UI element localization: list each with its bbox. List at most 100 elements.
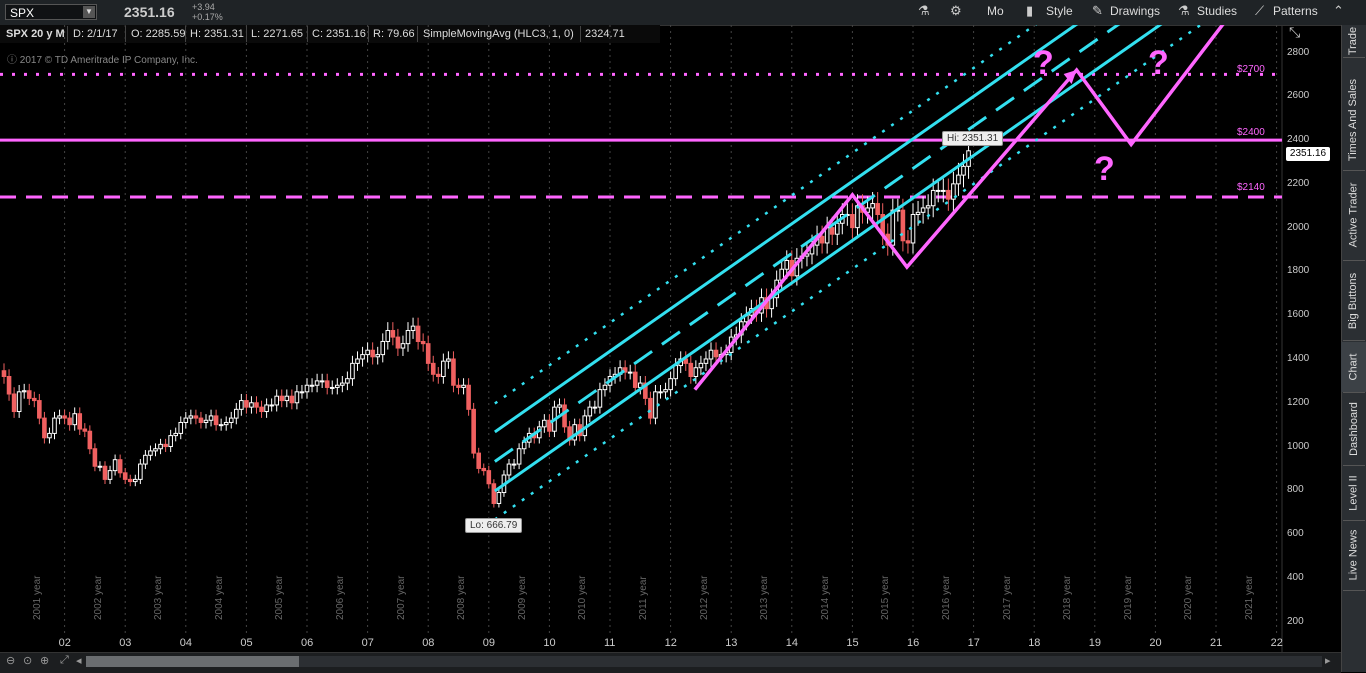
x-tick-label: 19	[1088, 637, 1102, 649]
candle-body	[648, 397, 653, 419]
y-tick-label: 800	[1287, 484, 1304, 496]
candle-body	[6, 375, 12, 395]
candle-body	[370, 349, 375, 358]
high-marker: Hi: 2351.31	[942, 131, 1004, 146]
y-tick-label: 1600	[1287, 309, 1310, 321]
x-tick-label: 21	[1210, 637, 1223, 649]
candle-body	[26, 390, 32, 399]
candle-body	[11, 393, 17, 413]
candle-body	[259, 406, 264, 413]
scroll-right-icon[interactable]: ▸	[1325, 655, 1331, 667]
year-label: 2010 year	[577, 575, 589, 620]
candle-body	[425, 343, 431, 364]
side-tab-live-news[interactable]: Live News	[1341, 520, 1366, 590]
question-mark-2: ?	[1094, 150, 1115, 188]
candle-body	[355, 358, 360, 364]
side-tab-dashboard[interactable]: Dashboard	[1341, 392, 1366, 465]
side-tab-label: Dashboard	[1347, 401, 1360, 456]
bar-close: C: 2351.16	[312, 28, 366, 40]
style-button[interactable]: Style	[1046, 4, 1073, 18]
candle-body	[905, 240, 911, 244]
quote-info-bar: SPX 20 y M D: 2/1/17 O: 2285.59 H: 2351.…	[0, 25, 660, 43]
year-label: 2007 year	[395, 575, 407, 620]
side-tab-level-ii[interactable]: Level II	[1341, 465, 1366, 520]
side-tab-big-buttons[interactable]: Big Buttons	[1341, 262, 1366, 340]
bar-range: R: 79.66	[373, 28, 415, 40]
candle-body	[415, 325, 421, 342]
chevron-down-icon[interactable]: ▼	[83, 6, 95, 18]
candle-body	[47, 432, 52, 439]
candle-body	[890, 209, 896, 246]
zoom-out-icon[interactable]: ⊖	[6, 655, 16, 667]
side-tab-trade[interactable]: Trade	[1341, 25, 1366, 57]
side-tab-label: Big Buttons	[1347, 272, 1360, 330]
expand-icon[interactable]: ⤢	[60, 654, 69, 666]
scroll-left-icon[interactable]: ◂	[76, 655, 82, 667]
bar-date: D: 2/1/17	[73, 28, 118, 40]
bar-low: L: 2271.65	[251, 28, 303, 40]
side-tab-times-and-sales[interactable]: Times And Sales	[1341, 70, 1366, 170]
symbol-input[interactable]: SPX ▼	[5, 4, 97, 20]
candle-body	[410, 325, 416, 332]
candle-body	[430, 362, 436, 375]
candle-body	[946, 189, 951, 200]
x-tick-label: 10	[543, 637, 556, 649]
net-change: +3.94	[192, 2, 215, 12]
candle-body	[294, 391, 300, 404]
side-tab-chart[interactable]: Chart	[1341, 342, 1366, 392]
candle-body	[516, 448, 522, 465]
candle-body	[643, 382, 648, 399]
year-label: 2021 year	[1244, 575, 1255, 620]
candle-body	[82, 428, 88, 432]
candle-body	[32, 397, 37, 402]
candle-body	[254, 402, 259, 408]
study-name[interactable]: SimpleMovingAvg (HLC3, 1, 0)	[423, 28, 574, 40]
zoom-reset-icon[interactable]: ⊙	[23, 655, 33, 667]
drawings-button[interactable]: Drawings	[1110, 4, 1161, 18]
candle-body	[289, 395, 295, 404]
scrollbar-track[interactable]	[86, 656, 1322, 667]
candle-body	[935, 189, 941, 192]
scrollbar-thumb[interactable]	[86, 656, 299, 667]
candle-body	[663, 389, 668, 393]
candle-body	[168, 435, 173, 448]
candle-body	[153, 448, 158, 452]
collapse-icon[interactable]: ⌃	[1333, 3, 1344, 18]
candle-body	[562, 404, 567, 428]
gear-icon[interactable]: ⚙	[950, 3, 962, 18]
aggregation-button[interactable]: Mo	[987, 4, 1004, 18]
y-tick-label: 600	[1287, 528, 1304, 540]
y-tick-label: 1200	[1287, 396, 1310, 408]
candle-body	[602, 384, 608, 391]
candle-body	[547, 419, 552, 432]
y-tick-label: 2400	[1287, 134, 1310, 146]
candle-body	[284, 395, 290, 402]
year-label: 2017 year	[1001, 575, 1013, 620]
candle-body	[57, 415, 62, 419]
side-tab-label: Live News	[1347, 529, 1360, 581]
zoom-in-icon[interactable]: ⊕	[40, 655, 50, 667]
candle-body	[97, 465, 103, 468]
candle-body	[223, 421, 229, 426]
price-chart[interactable]	[0, 25, 1341, 652]
year-label: 2011 year	[638, 576, 649, 620]
candle-body	[52, 417, 57, 434]
year-label: 2001 year	[32, 575, 43, 620]
patterns-button[interactable]: Patterns	[1273, 4, 1318, 18]
candle-body	[127, 478, 133, 483]
candle-body	[930, 189, 936, 207]
candle-body	[244, 400, 249, 408]
crosshair-icon[interactable]: ⤡	[1289, 24, 1301, 40]
side-tab-label: Chart	[1347, 353, 1360, 381]
side-tab-active-trader[interactable]: Active Trader	[1341, 170, 1366, 260]
year-label: 2020 year	[1183, 575, 1195, 620]
chart-title: SPX 20 y M	[6, 28, 65, 40]
candle-body	[491, 483, 497, 504]
studies-button[interactable]: Studies	[1197, 4, 1238, 18]
side-tab-label: Trade	[1347, 26, 1360, 56]
candle-body	[441, 360, 446, 377]
flask-icon[interactable]: ⚗	[918, 3, 930, 18]
candle-body	[668, 378, 673, 391]
candle-body	[163, 443, 168, 448]
candle-body	[834, 222, 840, 235]
